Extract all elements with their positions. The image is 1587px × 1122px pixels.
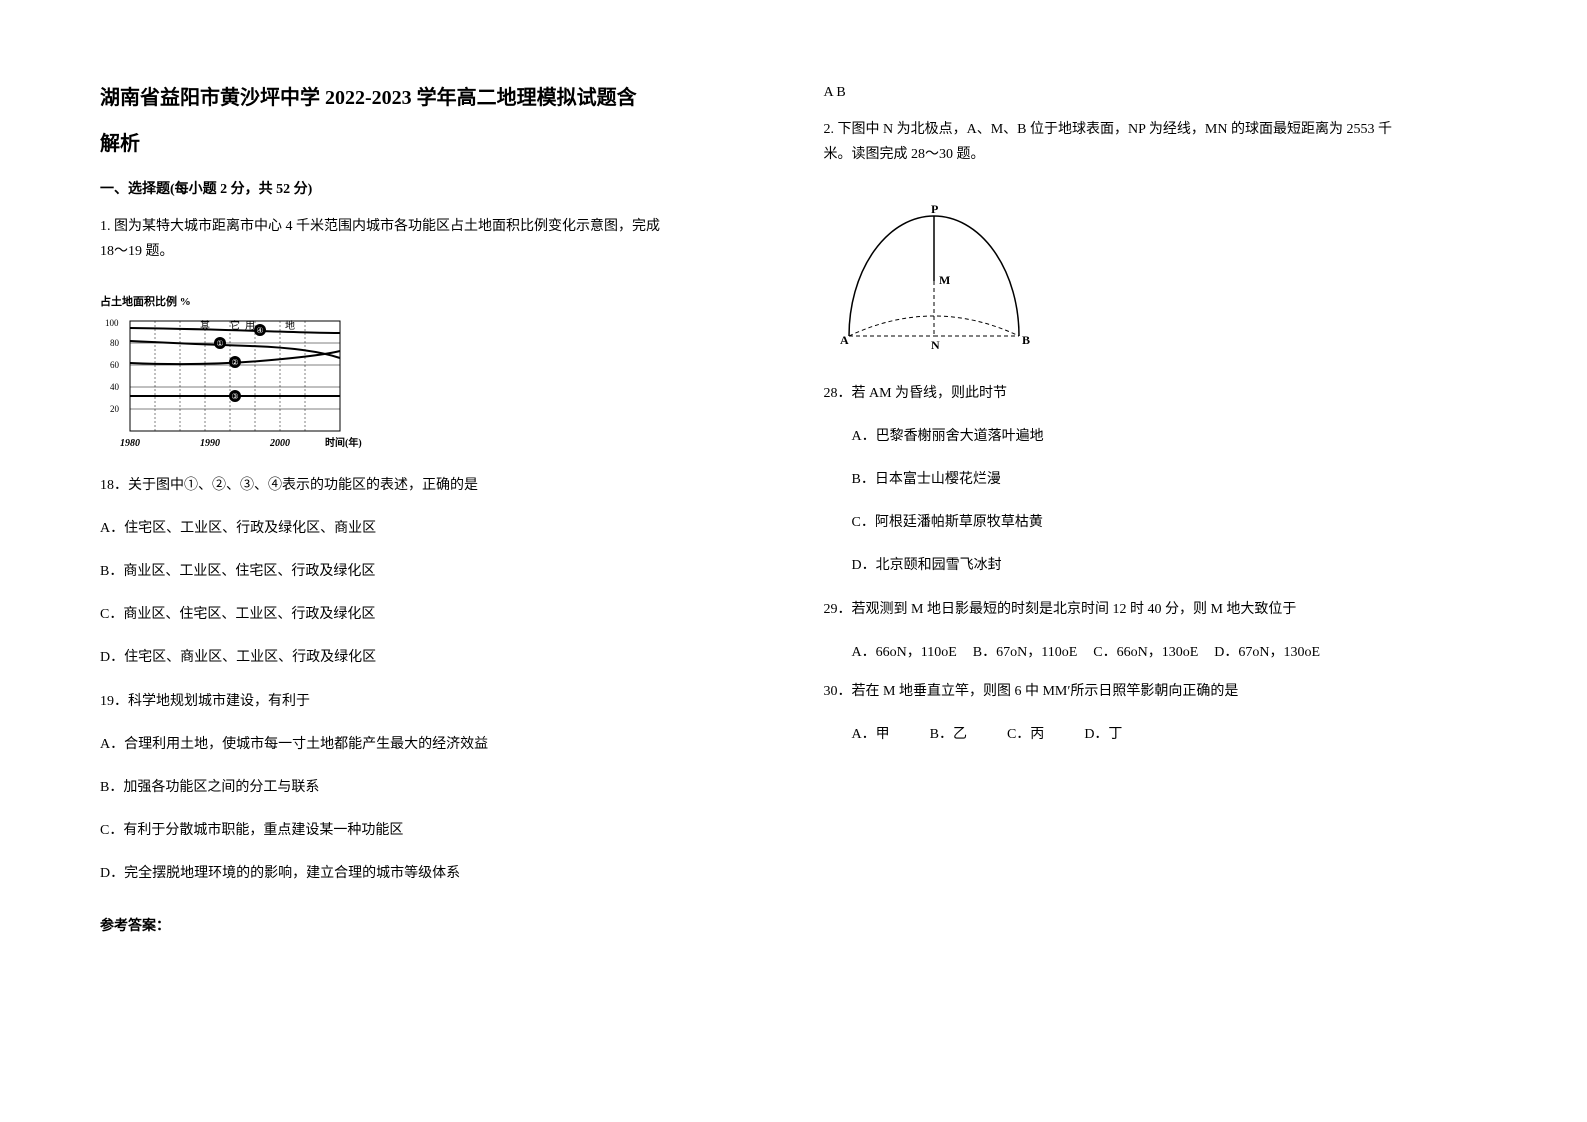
svg-text:地: 地: [285, 319, 295, 332]
q1-text-1: 1. 图为某特大城市距离市中心 4 千米范围内城市各功能区占土地面积比例变化示意…: [100, 219, 660, 234]
q19-c: C．有利于分散城市职能，重点建设某一种功能区: [100, 818, 764, 843]
q29-a: A．66oN，110oE: [852, 640, 957, 665]
answer-ab: A B: [824, 80, 1488, 105]
q19-d: D．完全摆脱地理环境的的影响，建立合理的城市等级体系: [100, 861, 764, 886]
answer-label: 参考答案：: [100, 914, 764, 939]
q28-d: D．北京颐和园雪飞冰封: [824, 553, 1488, 578]
svg-text:60: 60: [110, 360, 120, 370]
left-column: 湖南省益阳市黄沙坪中学 2022-2023 学年高二地理模拟试题含 解析 一、选…: [100, 80, 764, 1082]
diagram-svg: P M A B N: [834, 201, 1034, 361]
q29: 29．若观测到 M 地日影最短的时刻是北京时间 12 时 40 分，则 M 地大…: [824, 597, 1488, 622]
q30: 30．若在 M 地垂直立竿，则图 6 中 MM′所示日照竿影朝向正确的是: [824, 679, 1488, 704]
svg-text:A: A: [840, 333, 849, 347]
svg-text:时间(年): 时间(年): [325, 436, 362, 449]
q1-text-2: 18～19 题。: [100, 244, 174, 259]
q29-options: A．66oN，110oE B．67oN，110oE C．66oN，130oE D…: [824, 640, 1488, 665]
svg-text:P: P: [931, 202, 938, 216]
svg-text:80: 80: [110, 338, 120, 348]
earth-diagram: P M A B N: [834, 201, 1034, 361]
svg-text:它: 它: [230, 319, 240, 332]
page-title: 湖南省益阳市黄沙坪中学 2022-2023 学年高二地理模拟试题含: [100, 80, 764, 116]
q18-d: D．住宅区、商业区、工业区、行政及绿化区: [100, 645, 764, 670]
svg-text:100: 100: [105, 318, 119, 328]
svg-text:②: ②: [231, 358, 238, 367]
q30-options: A．甲 B．乙 C．丙 D．丁: [824, 722, 1488, 747]
svg-text:1980: 1980: [120, 438, 140, 449]
q18: 18．关于图中①、②、③、④表示的功能区的表述，正确的是: [100, 473, 764, 498]
svg-text:M: M: [939, 273, 950, 287]
q30-d: D．丁: [1084, 722, 1122, 747]
q18-a: A．住宅区、工业区、行政及绿化区、商业区: [100, 516, 764, 541]
q19: 19．科学地规划城市建设，有利于: [100, 689, 764, 714]
q30-c: C．丙: [1007, 722, 1044, 747]
q19-a: A．合理利用土地，使城市每一寸土地都能产生最大的经济效益: [100, 732, 764, 757]
q29-b: B．67oN，110oE: [973, 640, 1077, 665]
svg-text:2000: 2000: [269, 438, 290, 449]
land-use-chart: 占土地面积比例 % ① ②: [100, 293, 380, 453]
svg-text:B: B: [1022, 333, 1030, 347]
q2-text-1: 2. 下图中 N 为北极点，A、M、B 位于地球表面，NP 为经线，MN 的球面…: [824, 122, 1392, 137]
section-header: 一、选择题(每小题 2 分，共 52 分): [100, 177, 764, 202]
svg-text:N: N: [931, 338, 940, 352]
q18-b: B．商业区、工业区、住宅区、行政及绿化区: [100, 559, 764, 584]
q2-intro: 2. 下图中 N 为北极点，A、M、B 位于地球表面，NP 为经线，MN 的球面…: [824, 117, 1488, 167]
svg-text:用: 用: [245, 321, 255, 332]
q19-b: B．加强各功能区之间的分工与联系: [100, 775, 764, 800]
q29-c: C．66oN，130oE: [1093, 640, 1198, 665]
q30-b: B．乙: [930, 722, 967, 747]
chart-title: 占土地面积比例 %: [100, 293, 380, 313]
svg-text:40: 40: [110, 382, 120, 392]
q18-c: C．商业区、住宅区、工业区、行政及绿化区: [100, 602, 764, 627]
q29-d: D．67oN，130oE: [1214, 640, 1320, 665]
q1-intro: 1. 图为某特大城市距离市中心 4 千米范围内城市各功能区占土地面积比例变化示意…: [100, 214, 764, 264]
q28-a: A．巴黎香榭丽舍大道落叶遍地: [824, 424, 1488, 449]
q28: 28．若 AM 为昏线，则此时节: [824, 381, 1488, 406]
svg-text:1990: 1990: [200, 438, 220, 449]
q2-text-2: 米。读图完成 28～30 题。: [824, 147, 985, 162]
chart-svg: ① ② ③ ④ 其 它 用 地 100 80 60 40 20 1980 199…: [100, 316, 380, 461]
right-column: A B 2. 下图中 N 为北极点，A、M、B 位于地球表面，NP 为经线，MN…: [824, 80, 1488, 1082]
q30-a: A．甲: [852, 722, 890, 747]
q28-b: B．日本富士山樱花烂漫: [824, 467, 1488, 492]
q28-c: C．阿根廷潘帕斯草原牧草枯黄: [824, 510, 1488, 535]
legend-text: 其: [200, 320, 210, 332]
svg-text:④: ④: [256, 326, 263, 335]
page-subtitle: 解析: [100, 126, 764, 162]
svg-text:③: ③: [231, 392, 238, 401]
svg-text:20: 20: [110, 404, 120, 414]
svg-text:①: ①: [216, 339, 223, 348]
